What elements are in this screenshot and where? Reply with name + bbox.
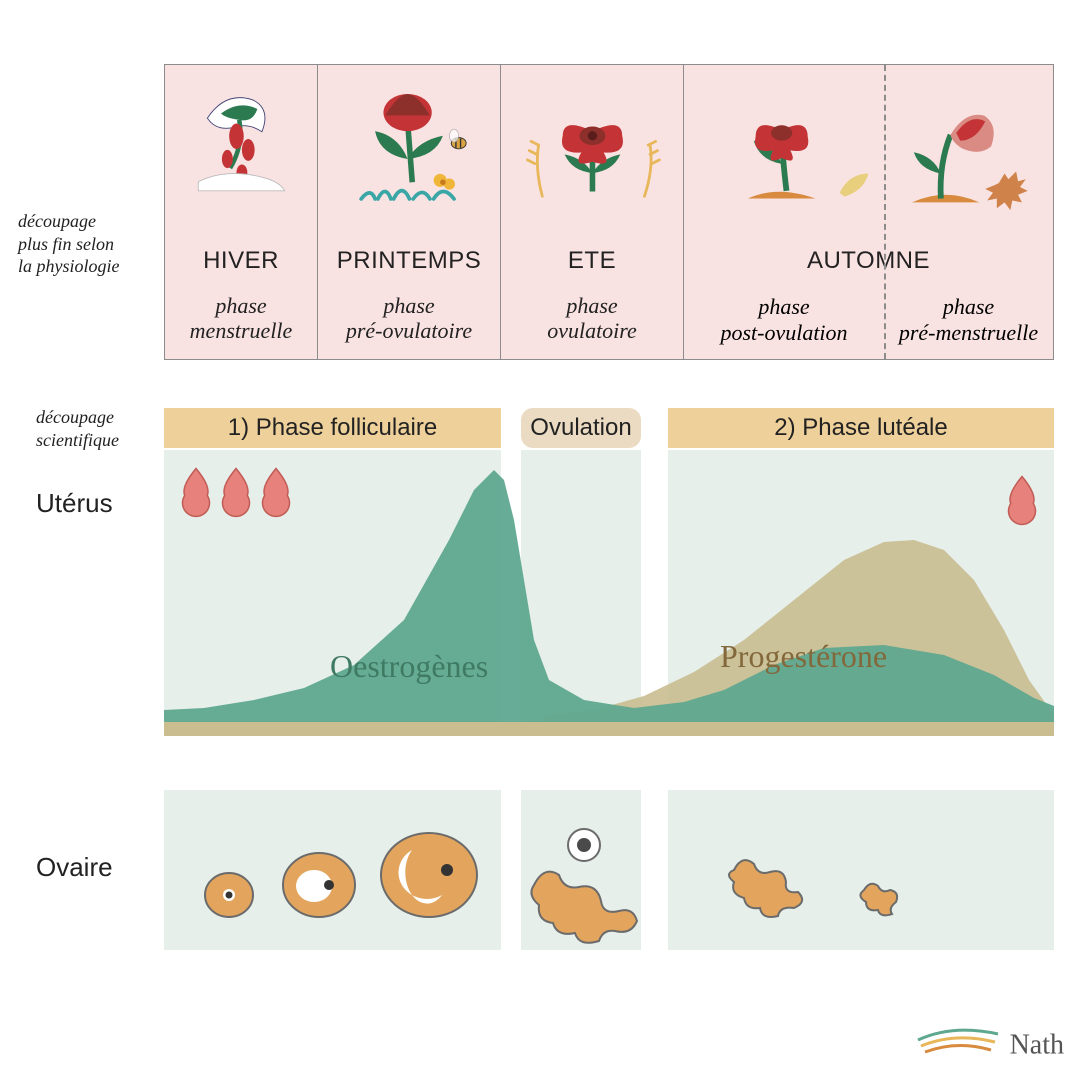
ovulation-icon <box>531 829 637 943</box>
season-hiver: HIVER phase menstruelle <box>164 64 318 360</box>
signature: Nath <box>913 1022 1064 1072</box>
season-sub: phase ovulatoire <box>547 293 637 345</box>
label-scientific: découpage scientifique <box>36 406 156 451</box>
label-physiology: découpage plus fin selon la physiologie <box>18 210 153 278</box>
ete-flower-icon <box>507 75 677 243</box>
season-title: ETE <box>568 247 616 275</box>
signature-text: Nath <box>1010 1029 1064 1060</box>
season-sub: phase pré-menstruelle <box>884 294 1053 345</box>
phase-folliculaire-header: 1) Phase folliculaire <box>164 408 501 448</box>
season-sub: phase post-ovulation <box>684 294 884 345</box>
season-title: HIVER <box>203 247 279 275</box>
signature-swoosh-icon <box>913 1022 1003 1072</box>
hiver-flower-icon <box>171 75 311 243</box>
season-printemps: PRINTEMPS phase pré-ovulatoire <box>318 64 501 360</box>
phase-ovulation-header: Ovulation <box>521 408 641 448</box>
corpus-luteum-small-icon <box>860 884 897 916</box>
season-sub: phase pré-ovulatoire <box>346 293 472 345</box>
automne-flower-icon <box>690 75 1047 243</box>
season-ete: ETE phase ovulatoire <box>501 64 684 360</box>
season-sub: phase menstruelle <box>190 293 293 345</box>
season-title: AUTOMNE <box>807 247 930 275</box>
hormone-chart <box>164 450 1054 738</box>
label-uterus: Utérus <box>36 488 113 519</box>
season-title: PRINTEMPS <box>337 247 482 275</box>
corpus-luteum-icon <box>729 860 802 917</box>
season-automne: AUTOMNE phase post-ovulation phase pré-m… <box>684 64 1054 360</box>
follicle-large-icon <box>381 833 477 917</box>
printemps-flower-icon <box>324 75 494 243</box>
label-ovary: Ovaire <box>36 852 113 883</box>
ovary-illustrations <box>164 790 1054 950</box>
progesterone-label: Progestérone <box>720 638 887 675</box>
follicle-medium-icon <box>283 853 355 917</box>
oestrogen-label: Oestrogènes <box>330 648 488 685</box>
follicle-small-icon <box>205 873 253 917</box>
seasons-row: HIVER phase menstruelle PRINTEMPS phase … <box>164 64 1054 360</box>
phase-luteale-header: 2) Phase lutéale <box>668 408 1054 448</box>
